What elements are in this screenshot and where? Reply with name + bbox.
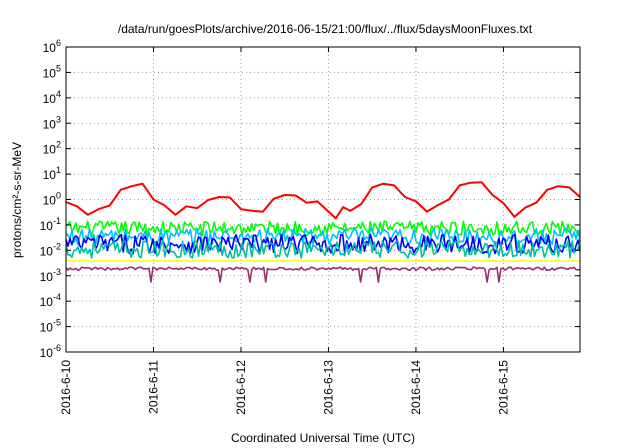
x-axis-label: Coordinated Universal Time (UTC) xyxy=(231,431,415,445)
y-tick-label: 10-1 xyxy=(40,216,61,233)
x-tick-label: 2016-6-14 xyxy=(409,360,423,415)
x-axis: 2016-6-10 2016-6-11 2016-6-12 2016-6-13 2016… xyxy=(59,47,510,415)
chart-title: /data/run/goesPlots/archive/2016-06-15/2… xyxy=(118,22,533,36)
y-tick-label: 103 xyxy=(43,114,61,131)
y-tick-label: 10-3 xyxy=(40,267,61,284)
y-axis: 10-6 10-5 10-4 10-3 10-2 10-1 100 101 102 103 104 1… xyxy=(40,38,580,360)
y-tick-label: 10-4 xyxy=(40,292,61,309)
series-line xyxy=(65,266,581,283)
y-tick-label: 106 xyxy=(43,38,61,55)
series-line xyxy=(65,259,581,263)
x-tick-label: 2016-6-12 xyxy=(234,360,248,415)
y-tick-label: 104 xyxy=(43,89,61,106)
series-line xyxy=(65,233,581,255)
series-line xyxy=(65,181,581,220)
series-line xyxy=(65,239,581,259)
y-tick-label: 10-6 xyxy=(40,343,61,360)
y-tick-label: 105 xyxy=(43,63,61,80)
x-tick-label: 2016-6-11 xyxy=(146,360,160,414)
gridlines xyxy=(65,47,580,352)
y-tick-label: 102 xyxy=(43,140,61,157)
x-tick-label: 2016-6-10 xyxy=(59,360,73,415)
y-tick-label: 101 xyxy=(43,165,61,182)
x-tick-label: 2016-6-13 xyxy=(321,360,335,415)
y-tick-label: 10-2 xyxy=(40,241,61,258)
y-axis-label: protons/cm²-s-sr-MeV xyxy=(10,142,24,258)
x-tick-label: 2016-6-15 xyxy=(496,360,510,415)
plot-series xyxy=(65,181,581,283)
y-tick-label: 100 xyxy=(43,191,61,208)
y-tick-label: 10-5 xyxy=(40,318,61,335)
